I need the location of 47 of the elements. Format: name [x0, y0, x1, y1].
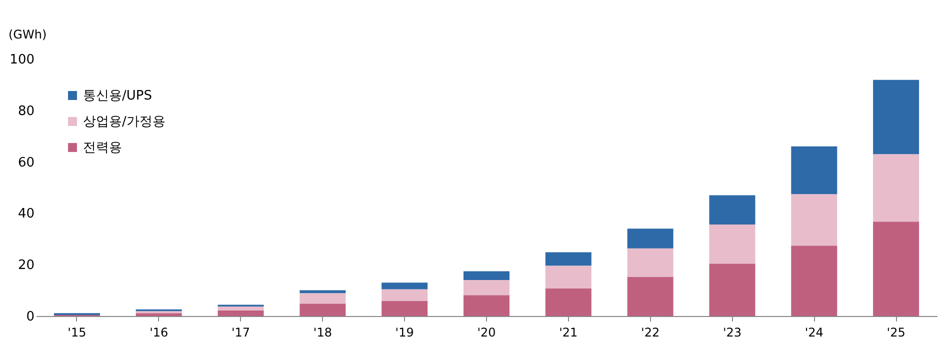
x-tick-label: '18: [313, 326, 332, 340]
x-tick-label: '21: [559, 326, 578, 340]
y-tick-label: 40: [18, 206, 34, 222]
x-tick-label: '15: [68, 326, 86, 340]
bar: [300, 304, 346, 316]
bar: [218, 310, 264, 316]
x-tick-label: '16: [150, 326, 168, 340]
x-tick-label: '17: [231, 326, 250, 340]
x-tick-label: '22: [641, 326, 660, 340]
bar: [873, 154, 920, 222]
bar: [218, 306, 264, 310]
bar: [300, 293, 346, 304]
x-tick-label: '24: [804, 326, 824, 340]
bar: [136, 313, 182, 316]
bar: [791, 246, 838, 316]
bar: [791, 146, 838, 194]
bar: [627, 228, 674, 248]
legend-label: 상업용/가정용: [83, 114, 166, 130]
bar: [709, 264, 756, 316]
bar: [627, 276, 674, 316]
y-tick-label: 0: [26, 310, 34, 324]
bar: [709, 195, 756, 225]
bar: [873, 222, 920, 316]
bar: [709, 224, 756, 264]
bar: [545, 266, 592, 288]
bar: [791, 194, 838, 246]
bar: [627, 248, 674, 277]
y-tick-label: 80: [18, 104, 34, 119]
bar: [382, 289, 428, 301]
bar: [382, 300, 428, 316]
x-tick-label: '25: [886, 326, 906, 340]
bar: [382, 282, 428, 290]
bar: [464, 280, 510, 296]
x-tick-label: '19: [395, 326, 414, 340]
y-tick-label: 60: [18, 155, 34, 170]
y-tick-label: 20: [18, 258, 34, 274]
y-tick-label: 100: [10, 52, 34, 68]
x-tick-label: '23: [722, 326, 742, 340]
legend-label: 전력용: [83, 140, 122, 156]
bar: [545, 288, 592, 316]
legend-label: 통신용/UPS: [83, 88, 152, 104]
bar: [464, 271, 510, 280]
x-tick-label: '20: [477, 326, 496, 340]
bar: [873, 80, 920, 154]
bar: [545, 252, 592, 266]
y-axis-title: (GWh): [8, 28, 47, 42]
bar: [464, 295, 510, 316]
